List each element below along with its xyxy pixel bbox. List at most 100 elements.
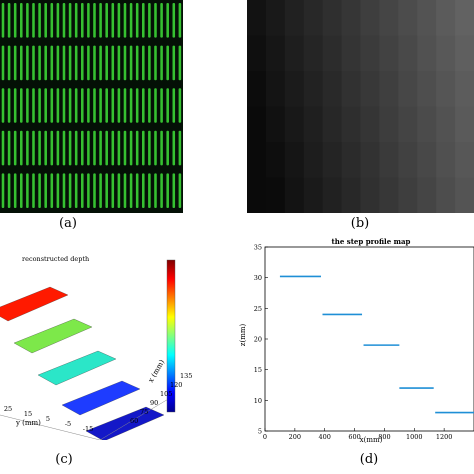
gray-block (284, 106, 305, 143)
stripe-bar (142, 88, 145, 123)
reconstructed-depth-svg: reconstructed depth y (mm) x (mm) 25 15 5 -… (0, 255, 192, 442)
gray-block (360, 142, 380, 178)
stripe-bar (135, 45, 139, 81)
stripe-bar (32, 3, 35, 38)
gray-block (303, 106, 324, 143)
stripe-bar (148, 130, 151, 166)
stripe-bar (87, 173, 90, 208)
stripe-bar (81, 173, 84, 208)
stripe-bar (172, 173, 176, 208)
y-tick-label: 20 (254, 336, 262, 344)
stripe-bar (7, 88, 11, 123)
grayscale-block-image (247, 0, 474, 213)
stripe-bar (68, 3, 72, 38)
stripe-bar (62, 88, 66, 123)
gray-block (455, 106, 474, 143)
gray-block (322, 35, 343, 72)
stripe-bar (32, 45, 35, 81)
gray-block (379, 35, 399, 72)
x-tick-label: 1200 (436, 433, 453, 441)
stripe-bar (1, 88, 5, 123)
stripe-bar (68, 173, 72, 208)
stripe-bar (38, 3, 41, 38)
gray-block (322, 177, 343, 213)
gray-block (284, 35, 305, 72)
stripe-bar (148, 88, 151, 123)
stripe-bar (87, 88, 90, 123)
y-tick-label: 25 (4, 405, 12, 413)
gray-block (322, 142, 343, 178)
stripe-pattern-image (0, 0, 183, 213)
gray-block (436, 177, 456, 213)
stripe-bar (81, 88, 84, 123)
x-tick-label: 105 (160, 390, 172, 398)
x-tick-label: 75 (140, 408, 148, 416)
gray-block (265, 106, 286, 143)
y-tick-label: -15 (83, 425, 93, 433)
stripe-bar (13, 173, 17, 208)
stripe-bar (1, 130, 5, 166)
stripe-bar (87, 130, 90, 166)
stripe-bar (13, 45, 17, 81)
gray-block (247, 106, 267, 143)
gray-block (303, 71, 324, 107)
stripe-bar (93, 173, 96, 208)
stripe-bar (129, 130, 133, 166)
gray-block (417, 0, 437, 36)
stripe-bar (142, 45, 145, 81)
gray-block (417, 177, 437, 213)
stripe-bar (20, 45, 23, 81)
depth-step-surface (61, 380, 141, 416)
gray-block (398, 71, 418, 107)
gray-block (455, 142, 474, 178)
stripe-bar (62, 130, 66, 166)
stripe-bar (111, 3, 115, 38)
y-axis-label: y (mm) (15, 419, 41, 427)
gray-block (284, 0, 305, 36)
step-profile-svg: the step profile map x(mm) z(mm) 0 200 400… (239, 237, 474, 444)
caption-b: (b) (350, 216, 370, 231)
stripe-bar (56, 3, 60, 38)
stripe-bar (74, 173, 78, 208)
stripe-bar (62, 173, 66, 208)
stripe-bar (1, 3, 5, 38)
x-tick-label: 600 (348, 433, 360, 441)
stripe-bar (117, 3, 121, 38)
stripe-bar (172, 3, 176, 38)
stripe-bar (105, 130, 108, 166)
stripe-bar (7, 3, 11, 38)
stripe-bar (142, 3, 145, 38)
stripe-bar (166, 130, 169, 166)
stripe-bar (93, 45, 96, 81)
x-tick-label: 800 (378, 433, 390, 441)
stripe-bar (123, 45, 127, 81)
stripe-bar (7, 173, 11, 208)
stripe-bar (105, 88, 108, 123)
stripe-bar (74, 130, 78, 166)
stripe-bar (160, 173, 163, 208)
stripe-bar (135, 88, 139, 123)
stripe-bar (178, 45, 182, 81)
stripe-bar (74, 45, 78, 81)
stripe-bar (32, 130, 35, 166)
gray-block (455, 177, 474, 213)
gray-block (436, 35, 456, 72)
stripe-bar (38, 45, 41, 81)
stripe-bar (81, 130, 84, 166)
stripe-bar (81, 45, 84, 81)
x-tick-label: 400 (319, 433, 331, 441)
y-tick-label: 10 (254, 397, 262, 405)
gray-block (322, 106, 343, 143)
stripe-bar (117, 173, 121, 208)
stripe-bar (7, 130, 11, 166)
stripe-bar (1, 173, 5, 208)
stripe-bar (44, 130, 47, 166)
stripe-bar (56, 173, 60, 208)
stripe-bar (111, 130, 115, 166)
y-tick-label: -5 (65, 420, 71, 428)
stripe-bar (117, 130, 121, 166)
stripe-bar (166, 88, 169, 123)
y-tick-label: 25 (254, 305, 262, 313)
gray-block (398, 142, 418, 178)
stripe-bar (50, 88, 54, 123)
